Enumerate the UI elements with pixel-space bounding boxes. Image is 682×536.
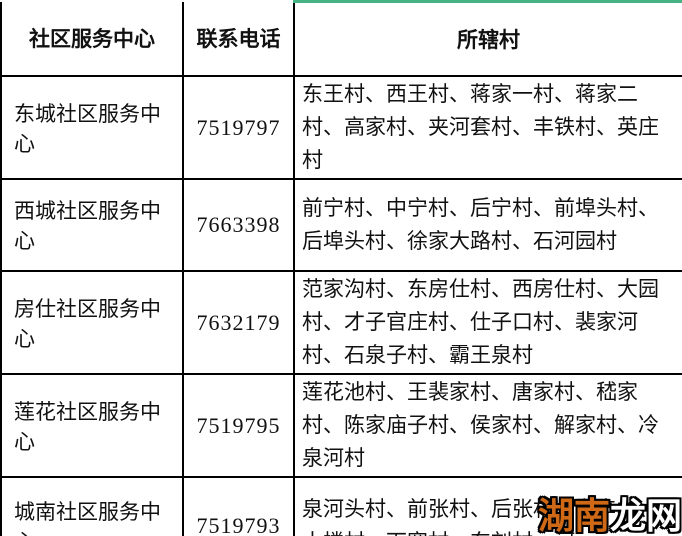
watermark-text-longwang: 龙网 bbox=[609, 495, 682, 536]
watermark-text-hunan: 湖南 bbox=[537, 495, 610, 536]
watermark: 湖南龙网 bbox=[538, 496, 682, 536]
table-row: 城南社区服务中心 7519793 泉河头村、前张村、后张村、东辛村、土楼村、下寨… bbox=[0, 476, 682, 536]
table-row: 莲花社区服务中心 7519795 莲花池村、王裴家村、唐家村、嵇家村、陈家庙子村… bbox=[0, 373, 682, 478]
center-name-cell: 城南社区服务中心 bbox=[0, 476, 184, 536]
villages-cell: 范家沟村、东房仕村、西房仕村、大园村、才子官庄村、仕子口村、裴家河村、石泉子村、… bbox=[293, 270, 682, 375]
table-header-row: 社区服务中心 联系电话 所辖村 bbox=[0, 0, 682, 77]
header-villages: 所辖村 bbox=[293, 0, 682, 77]
header-phone: 联系电话 bbox=[182, 1, 295, 77]
table-row: 东城社区服务中心 7519797 东王村、西王村、蒋家一村、蒋家二村、高家村、夹… bbox=[0, 75, 682, 180]
phone-cell: 7663398 bbox=[182, 178, 295, 272]
phone-cell: 7632179 bbox=[182, 270, 295, 375]
header-service-center: 社区服务中心 bbox=[0, 1, 184, 77]
center-name-cell: 莲花社区服务中心 bbox=[0, 373, 184, 478]
phone-cell: 7519797 bbox=[182, 75, 295, 180]
center-name-cell: 西城社区服务中心 bbox=[0, 178, 184, 272]
phone-cell: 7519793 bbox=[182, 476, 295, 536]
villages-cell: 东王村、西王村、蒋家一村、蒋家二村、高家村、夹河套村、丰铁村、英庄村 bbox=[293, 75, 682, 180]
villages-cell: 前宁村、中宁村、后宁村、前埠头村、后埠头村、徐家大路村、石河园村 bbox=[293, 178, 682, 272]
villages-cell: 莲花池村、王裴家村、唐家村、嵇家村、陈家庙子村、侯家村、解家村、冷泉河村 bbox=[293, 373, 682, 478]
villages-cell: 泉河头村、前张村、后张村、东辛村、土楼村、下寨村、东刘村、河 bbox=[293, 476, 682, 536]
center-name-cell: 房仕社区服务中心 bbox=[0, 270, 184, 375]
table-row: 房仕社区服务中心 7632179 范家沟村、东房仕村、西房仕村、大园村、才子官庄… bbox=[0, 270, 682, 375]
table-row: 西城社区服务中心 7663398 前宁村、中宁村、后宁村、前埠头村、后埠头村、徐… bbox=[0, 178, 682, 272]
center-name-cell: 东城社区服务中心 bbox=[0, 75, 184, 180]
phone-cell: 7519795 bbox=[182, 373, 295, 478]
